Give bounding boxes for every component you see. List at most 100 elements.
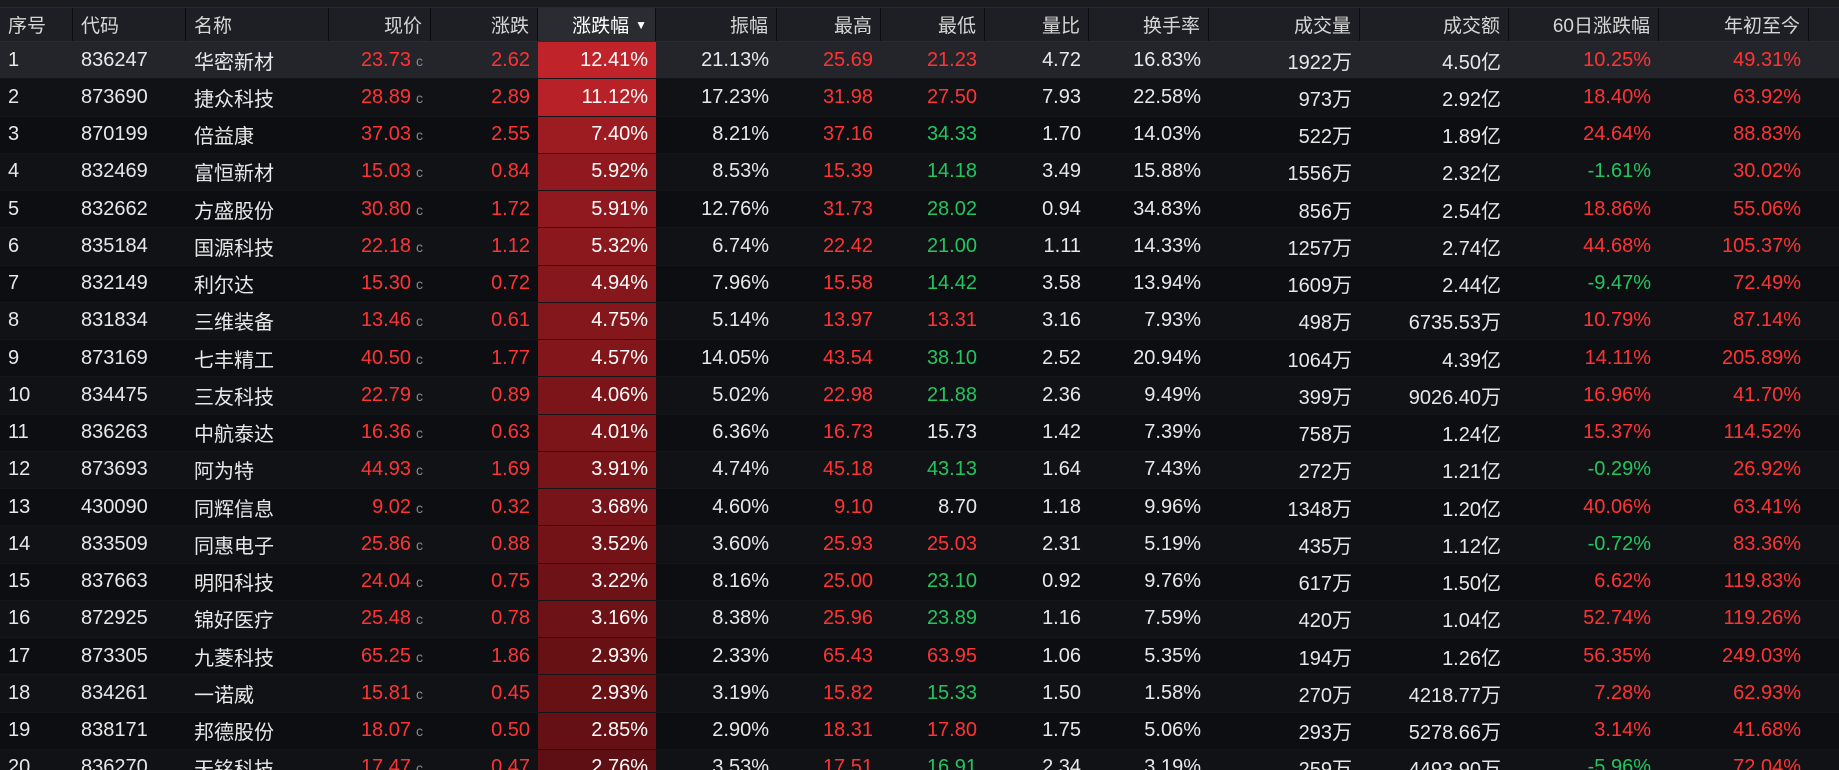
turnover-rate: 16.83%: [1133, 48, 1201, 71]
table-row[interactable]: 7 832149 利尔达 15.30 c 0.72 4.94% 7.96% 15.58 14.42…: [0, 265, 1839, 303]
table-row[interactable]: 8 831834 三维装备 13.46 c 0.61 4.75% 5.14% 13.97 13.3…: [0, 302, 1839, 340]
stock-name: 明阳科技: [194, 573, 274, 596]
volume-ratio: 3.49: [1042, 160, 1081, 183]
row-seq: 8: [8, 309, 20, 332]
table-row[interactable]: 11 836263 中航泰达 16.36 c 0.63 4.01% 6.36% 16.73 15.…: [0, 414, 1839, 452]
column-header-vol-ratio[interactable]: 量比: [985, 8, 1089, 41]
table-row[interactable]: 3 870199 倍益康 37.03 c 2.55 7.40% 8.21% 37.16 34.33…: [0, 116, 1839, 154]
amplitude: 2.90%: [712, 719, 769, 742]
table-row[interactable]: 18 834261 一诺威 15.81 c 0.45 2.93% 3.19% 15.82 15.3…: [0, 675, 1839, 713]
current-price: 22.18 c: [329, 228, 431, 264]
trade-volume: 270万: [1298, 684, 1352, 707]
table-row[interactable]: 2 873690 捷众科技 28.89 c 2.89 11.12% 17.23% 31.98 27…: [0, 79, 1839, 117]
table-row[interactable]: 14 833509 同惠电子 25.86 c 0.88 3.52% 3.60% 25.93 25.…: [0, 526, 1839, 564]
current-price: 37.03 c: [329, 117, 431, 153]
change-percent: 4.01%: [538, 414, 656, 451]
row-seq: 5: [8, 197, 20, 220]
change-ytd: 63.92%: [1733, 85, 1801, 108]
high-price: 9.10: [834, 495, 873, 518]
row-seq: 16: [8, 607, 31, 630]
volume-ratio: 7.93: [1042, 85, 1081, 108]
table-row[interactable]: 12 873693 阿为特 44.93 c 1.69 3.91% 4.74% 45.18 43.1…: [0, 451, 1839, 489]
column-header-price[interactable]: 现价: [329, 8, 431, 41]
current-price-value: 18.07: [360, 719, 411, 742]
table-row[interactable]: 19 838171 邦德股份 18.07 c 0.50 2.85% 2.90% 18.31 17.…: [0, 712, 1839, 750]
table-row[interactable]: 6 835184 国源科技 22.18 c 1.12 5.32% 6.74% 22.42 21.0…: [0, 228, 1839, 266]
column-header-change[interactable]: 涨跌: [431, 8, 538, 41]
price-suffix: c: [416, 574, 423, 591]
current-price-value: 15.30: [360, 272, 411, 295]
column-header-name[interactable]: 名称: [186, 8, 329, 41]
table-row[interactable]: 13 430090 同辉信息 9.02 c 0.32 3.68% 4.60% 9.10 8.70 1…: [0, 489, 1839, 527]
column-header-label: 涨跌: [490, 16, 529, 37]
table-row[interactable]: 10 834475 三友科技 22.79 c 0.89 4.06% 5.02% 22.98 21.…: [0, 377, 1839, 415]
row-seq: 6: [8, 234, 20, 257]
high-price: 22.42: [822, 234, 873, 257]
volume-ratio: 2.31: [1042, 532, 1081, 555]
column-header-high[interactable]: 最高: [777, 8, 881, 41]
stock-code: 831834: [81, 309, 148, 332]
trade-volume: 399万: [1298, 386, 1352, 409]
current-price-value: 17.47: [360, 756, 411, 770]
low-price: 63.95: [926, 644, 977, 667]
current-price: 15.03 c: [329, 154, 431, 190]
low-price: 14.42: [926, 272, 977, 295]
high-price: 17.51: [822, 756, 873, 770]
amplitude: 8.21%: [712, 123, 769, 146]
change-percent: 3.16%: [538, 600, 656, 637]
trade-volume: 420万: [1298, 610, 1352, 633]
stock-name: 三维装备: [194, 312, 274, 335]
column-header-low[interactable]: 最低: [881, 8, 985, 41]
column-header-volume[interactable]: 成交量: [1209, 8, 1360, 41]
turnover-rate: 7.39%: [1144, 421, 1201, 444]
turnover-rate: 7.93%: [1144, 309, 1201, 332]
column-header-amount[interactable]: 成交额: [1360, 8, 1509, 41]
row-seq: 17: [8, 644, 31, 667]
trade-volume: 758万: [1298, 424, 1352, 447]
row-seq: 1: [8, 48, 20, 71]
row-seq: 3: [8, 123, 20, 146]
table-row[interactable]: 15 837663 明阳科技 24.04 c 0.75 3.22% 8.16% 25.00 23.…: [0, 563, 1839, 601]
price-change: 0.32: [491, 495, 530, 518]
volume-ratio: 2.34: [1042, 756, 1081, 770]
column-header-chg60[interactable]: 60日涨跌幅: [1509, 8, 1659, 41]
current-price: 22.79 c: [329, 377, 431, 413]
change-ytd: 87.14%: [1733, 309, 1801, 332]
table-row[interactable]: 20 836270 天铭科技 17.47 c 0.47 2.76% 3.53% 17.51 16.…: [0, 749, 1839, 770]
current-price-value: 23.73: [360, 48, 411, 71]
current-price: 15.81 c: [329, 675, 431, 711]
trade-amount: 2.32亿: [1442, 163, 1501, 186]
trade-volume: 293万: [1298, 722, 1352, 745]
column-header-amplitude[interactable]: 振幅: [656, 8, 777, 41]
column-header-pct[interactable]: 涨跌幅 ▼: [538, 8, 656, 41]
stock-code: 836247: [81, 48, 148, 71]
current-price-value: 15.81: [360, 681, 411, 704]
high-price: 25.69: [822, 48, 873, 71]
stock-name: 中航泰达: [194, 424, 274, 447]
change-60d: -9.47%: [1587, 272, 1651, 295]
table-row[interactable]: 5 832662 方盛股份 30.80 c 1.72 5.91% 12.76% 31.73 28.…: [0, 191, 1839, 229]
column-header-turnover[interactable]: 换手率: [1089, 8, 1209, 41]
change-ytd: 62.93%: [1733, 681, 1801, 704]
change-60d: 16.96%: [1583, 383, 1651, 406]
current-price-value: 65.25: [360, 644, 411, 667]
stock-code: 833509: [81, 532, 148, 555]
table-row[interactable]: 16 872925 锦好医疗 25.48 c 0.78 3.16% 8.38% 25.96 23.…: [0, 600, 1839, 638]
change-ytd: 114.52%: [1723, 421, 1801, 444]
turnover-rate: 5.19%: [1144, 532, 1201, 555]
stock-code: 873169: [81, 346, 148, 369]
table-row[interactable]: 4 832469 富恒新材 15.03 c 0.84 5.92% 8.53% 15.39 14.1…: [0, 153, 1839, 191]
table-row[interactable]: 9 873169 七丰精工 40.50 c 1.77 4.57% 14.05% 43.54 38.…: [0, 340, 1839, 378]
high-price: 31.73: [822, 197, 873, 220]
change-ytd: 55.06%: [1733, 197, 1801, 220]
table-row[interactable]: 17 873305 九菱科技 65.25 c 1.86 2.93% 2.33% 65.43 63.…: [0, 638, 1839, 676]
low-price: 27.50: [926, 85, 977, 108]
price-change: 1.72: [491, 197, 530, 220]
table-row[interactable]: 1 836247 华密新材 23.73 c 2.62 12.41% 21.13% 25.69 21…: [0, 42, 1839, 80]
turnover-rate: 34.83%: [1133, 197, 1201, 220]
column-header-code[interactable]: 代码: [73, 8, 186, 41]
current-price-value: 44.93: [360, 458, 411, 481]
row-seq: 12: [8, 458, 31, 481]
column-header-seq[interactable]: 序号: [0, 8, 73, 41]
column-header-ytd[interactable]: 年初至今: [1659, 8, 1809, 41]
